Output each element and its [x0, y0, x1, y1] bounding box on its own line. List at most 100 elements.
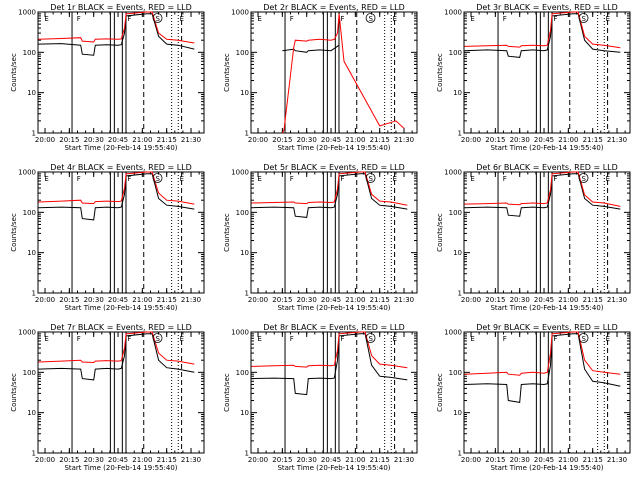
- x-tick-label: 21:30: [181, 456, 201, 464]
- series-events-line: [464, 13, 621, 58]
- x-tick-label: 20:00: [248, 456, 268, 464]
- annotation-label: F: [77, 175, 81, 183]
- y-tick-label: 100: [236, 369, 249, 377]
- y-axis-label: Counts/sec: [223, 373, 231, 412]
- y-tick-label: 1: [245, 130, 249, 138]
- x-tick-label: 21:15: [157, 296, 177, 304]
- annotation-label: E: [257, 335, 261, 343]
- annotation-label: E: [180, 15, 184, 23]
- annotation-label: F: [340, 175, 344, 183]
- x-tick-label: 20:30: [297, 296, 317, 304]
- annotation-label: S: [156, 15, 161, 23]
- annotation-label: F: [290, 335, 294, 343]
- y-axis-label: Counts/sec: [10, 53, 18, 92]
- x-tick-label: 21:30: [394, 456, 414, 464]
- series-lld-line: [464, 331, 621, 376]
- x-tick-label: 20:00: [35, 456, 55, 464]
- annotation-circle: [152, 13, 163, 23]
- panel-2: Det 2r BLACK = Events, RED = LLD 1 10 100 10…: [223, 3, 418, 152]
- x-tick-label: 20:15: [272, 456, 292, 464]
- x-tick-label: 21:15: [370, 456, 390, 464]
- x-tick-label: 21:00: [558, 136, 578, 144]
- annotation-label: E: [470, 335, 474, 343]
- y-tick-label: 1: [32, 450, 36, 458]
- x-tick-label: 20:45: [321, 456, 341, 464]
- x-tick-label: 21:00: [345, 136, 365, 144]
- x-tick-label: 21:15: [157, 136, 177, 144]
- y-tick-label: 100: [449, 49, 462, 57]
- x-tick-label: 20:30: [297, 456, 317, 464]
- y-tick-label: 100: [23, 369, 36, 377]
- annotation-label: S: [582, 175, 587, 183]
- series-lld-line: [281, 13, 405, 134]
- x-tick-label: 21:30: [394, 136, 414, 144]
- series-lld-line: [38, 331, 195, 365]
- annotation-circle: [365, 333, 376, 343]
- x-tick-label: 20:00: [248, 296, 268, 304]
- annotation-circle: [152, 333, 163, 343]
- x-tick-label: 20:15: [59, 296, 79, 304]
- panel-5: Det 5r BLACK = Events, RED = LLD 1 10 100 10…: [223, 163, 418, 312]
- x-tick-label: 21:00: [132, 136, 152, 144]
- series-lld-line: [251, 171, 408, 206]
- annotation-label: E: [606, 15, 610, 23]
- annotation-label: E: [44, 175, 48, 183]
- annotation-label: F: [77, 335, 81, 343]
- x-axis-label: Start Time (20-Feb-14 19:55:40): [64, 304, 177, 312]
- plot-title: Det 3r BLACK = Events, RED = LLD: [476, 3, 618, 12]
- plot-title: Det 9r BLACK = Events, RED = LLD: [476, 323, 618, 332]
- y-tick-label: 1000: [231, 9, 249, 17]
- annotation-label: F: [127, 15, 131, 23]
- x-tick-label: 21:00: [132, 296, 152, 304]
- x-tick-label: 20:45: [534, 296, 554, 304]
- x-tick-label: 21:30: [394, 296, 414, 304]
- x-tick-label: 20:30: [84, 136, 104, 144]
- series-events-line: [38, 13, 195, 56]
- y-tick-label: 10: [453, 249, 462, 257]
- x-tick-label: 21:15: [370, 296, 390, 304]
- panel-9: Det 9r BLACK = Events, RED = LLD 1 10 100 10…: [436, 323, 631, 472]
- annotation-label: E: [393, 335, 397, 343]
- plot-title: Det 2r BLACK = Events, RED = LLD: [263, 3, 405, 12]
- annotation-label: E: [470, 175, 474, 183]
- annotation-circle: [578, 13, 589, 23]
- y-tick-label: 1: [32, 130, 36, 138]
- x-tick-label: 20:45: [534, 136, 554, 144]
- annotation-label: E: [470, 15, 474, 23]
- x-tick-label: 20:00: [461, 296, 481, 304]
- annotation-circle: [152, 173, 163, 183]
- x-axis-label: Start Time (20-Feb-14 19:55:40): [64, 464, 177, 472]
- y-tick-label: 10: [240, 89, 249, 97]
- x-tick-label: 20:15: [485, 456, 505, 464]
- y-tick-label: 1000: [18, 9, 36, 17]
- x-tick-label: 20:30: [510, 456, 530, 464]
- y-axis-label: Counts/sec: [436, 53, 444, 92]
- x-tick-label: 20:45: [321, 296, 341, 304]
- y-axis-label: Counts/sec: [223, 53, 231, 92]
- annotation-label: E: [257, 175, 261, 183]
- y-tick-label: 10: [453, 89, 462, 97]
- x-tick-label: 21:00: [558, 456, 578, 464]
- annotation-circle: [365, 13, 376, 23]
- series-events-line: [251, 333, 408, 396]
- x-tick-label: 20:15: [485, 296, 505, 304]
- annotation-label: E: [606, 175, 610, 183]
- y-tick-label: 1000: [18, 329, 36, 337]
- plot-title: Det 6r BLACK = Events, RED = LLD: [476, 163, 618, 172]
- annotation-label: F: [503, 15, 507, 23]
- annotation-label: E: [393, 175, 397, 183]
- x-tick-label: 20:45: [108, 136, 128, 144]
- annotation-label: F: [127, 175, 131, 183]
- panel-3: Det 3r BLACK = Events, RED = LLD 1 10 100 10…: [436, 3, 631, 152]
- plot-title: Det 4r BLACK = Events, RED = LLD: [50, 163, 192, 172]
- x-tick-label: 21:30: [607, 296, 627, 304]
- x-tick-label: 21:00: [345, 456, 365, 464]
- annotation-circle: [578, 173, 589, 183]
- annotation-label: S: [369, 175, 374, 183]
- annotation-label: E: [393, 15, 397, 23]
- y-tick-label: 10: [240, 249, 249, 257]
- annotation-label: S: [369, 335, 374, 343]
- series-events-line: [464, 333, 621, 403]
- series-lld-line: [38, 11, 195, 44]
- annotation-label: F: [290, 175, 294, 183]
